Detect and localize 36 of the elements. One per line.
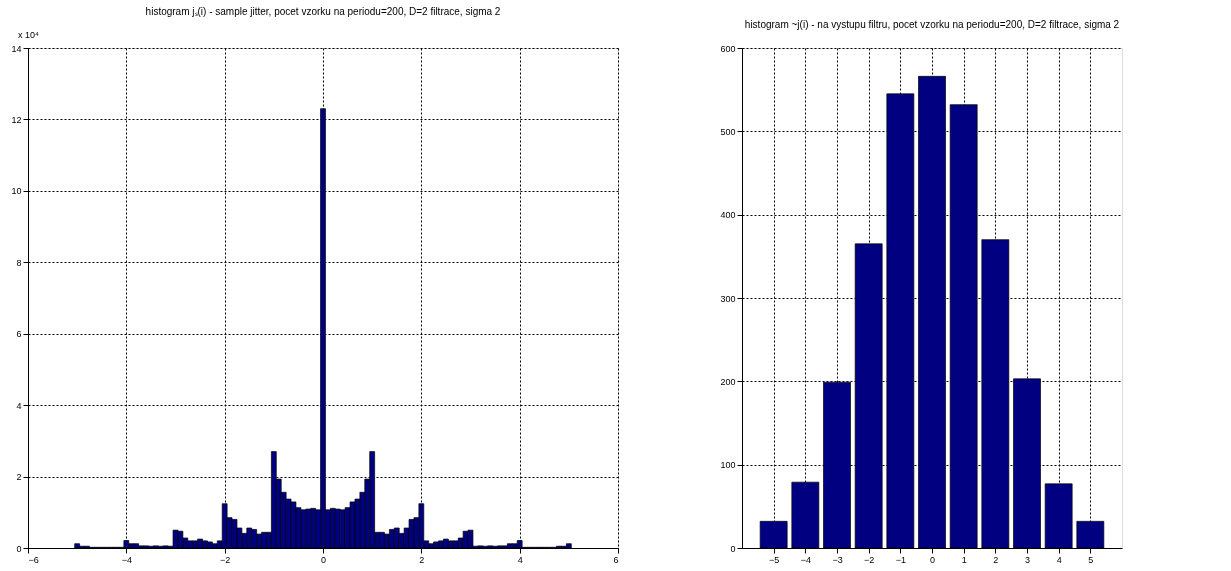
y-tick-label: 600: [720, 43, 736, 54]
chart-title: histogram jₛ(i) - sample jitter, pocet vzorku na periodu=200, D=2 filtrace, sigma 2: [145, 6, 501, 17]
x-tick-label: 0: [320, 554, 327, 565]
y-tick-label: 400: [720, 210, 736, 221]
text: x 10⁴: [18, 30, 40, 40]
x-tick-label: −1: [895, 554, 906, 565]
y-tick-label: 12: [11, 114, 22, 125]
x-tick-label: −5: [769, 554, 780, 565]
y-tick-label: 300: [720, 293, 736, 304]
x-tick-label: −2: [220, 554, 231, 565]
x-tick-label: 3: [1024, 554, 1031, 565]
y-tick-label: 2: [16, 472, 22, 483]
x-tick-label: −2: [864, 554, 875, 565]
x-tick-label: 6: [613, 554, 619, 565]
x-tick-label: 5: [1088, 554, 1094, 565]
x-tick-label: 4: [1056, 554, 1062, 565]
y-tick-label: 10: [11, 186, 22, 197]
x-tick-label: −4: [121, 554, 132, 565]
y-tick-label: 4: [16, 400, 22, 411]
y-tick-label: 0: [730, 543, 736, 554]
x-tick-label: −3: [832, 554, 843, 565]
x-tick-label: 4: [517, 554, 523, 565]
x-tick-label: 2: [993, 554, 999, 565]
x-tick-label: −4: [800, 554, 811, 565]
y-tick-label: 200: [720, 376, 736, 387]
y-tick-label: 14: [11, 43, 22, 54]
chart-title: histogram ~j(i) - na vystupu filtru, pocet vzorku na periodu=200, D=2 filtrace, sigma 2: [744, 19, 1120, 30]
y-tick-label: 500: [720, 126, 736, 137]
y-tick-label: 100: [720, 460, 736, 471]
y-tick-label: 0: [16, 543, 22, 554]
x-tick-label: −6: [28, 554, 39, 565]
y-tick-label: 6: [16, 329, 22, 340]
y-tick-label: 8: [16, 257, 22, 268]
x-tick-label: 0: [929, 554, 936, 565]
x-tick-label: 2: [419, 554, 425, 565]
x-tick-label: 1: [961, 554, 967, 565]
